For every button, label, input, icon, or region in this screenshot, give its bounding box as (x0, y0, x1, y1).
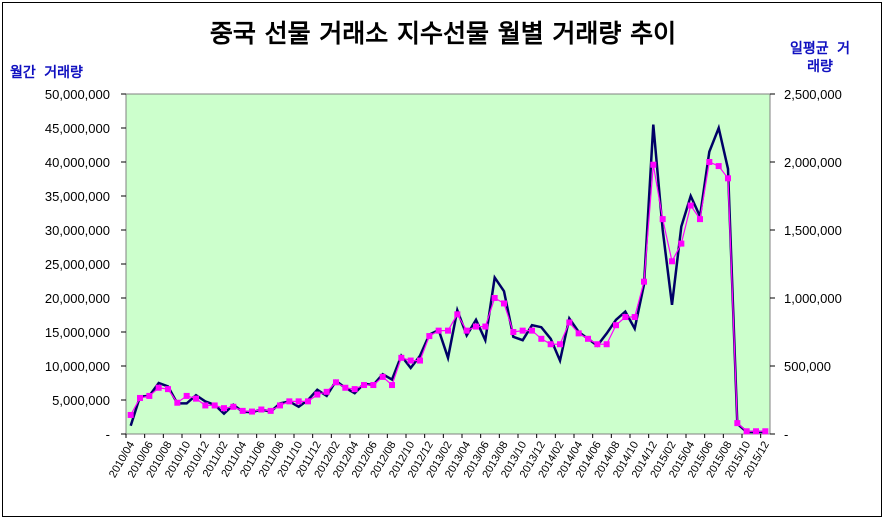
daily-avg-point (473, 323, 479, 330)
y-right-tick-label: 2,500,000 (784, 87, 842, 102)
y-left-tick-label: 5,000,000 (52, 393, 110, 408)
daily-avg-point (603, 341, 610, 348)
daily-avg-point (295, 398, 302, 405)
daily-avg-point (753, 428, 759, 435)
series-line-monthly (129, 123, 766, 434)
daily-avg-point (575, 330, 582, 337)
daily-avg-point (277, 402, 283, 409)
daily-avg-point (426, 333, 433, 340)
y-axis-right-title: 일평균 거래량 (790, 41, 850, 75)
y-left-tick-label: 25,000,000 (45, 257, 110, 272)
daily-avg-point (267, 407, 274, 414)
y-right-tick-label: 500,000 (784, 359, 831, 374)
y-left-tick-label: 20,000,000 (45, 291, 110, 306)
daily-avg-point (323, 388, 330, 395)
daily-avg-point (491, 295, 498, 301)
daily-avg-point (361, 382, 367, 389)
daily-avg-point (706, 159, 713, 165)
daily-avg-point (613, 322, 619, 329)
y-left-tick-label: 10,000,000 (45, 359, 110, 374)
daily-avg-point (585, 335, 591, 342)
y-right-tick-label: 2,000,000 (784, 155, 842, 170)
daily-avg-point (659, 216, 666, 223)
y-right-tick-label: 1,000,000 (784, 291, 842, 306)
daily-avg-point (519, 327, 526, 334)
daily-avg-point (239, 407, 246, 414)
y-left-tick-label: 40,000,000 (45, 155, 110, 170)
y-left-tick-label: 15,000,000 (45, 325, 110, 340)
y-right-tick-label: - (784, 427, 788, 442)
daily-avg-point (529, 327, 535, 334)
y-left-tick-label: - (106, 427, 110, 442)
daily-avg-point (155, 384, 162, 391)
daily-avg-point (174, 399, 181, 406)
daily-avg-point (482, 323, 489, 330)
daily-avg-point (566, 319, 573, 326)
y-axis-left-title: 월간 거래량 (10, 65, 83, 81)
daily-avg-point (286, 398, 293, 405)
daily-avg-point (594, 341, 601, 348)
daily-avg-point (183, 392, 190, 399)
daily-avg-point (743, 428, 750, 435)
daily-avg-point (669, 258, 675, 265)
daily-avg-point (407, 357, 414, 364)
daily-avg-point (258, 406, 265, 413)
daily-avg-point (221, 405, 227, 412)
y-left-tick-label: 45,000,000 (45, 121, 110, 136)
daily-avg-point (510, 329, 517, 335)
daily-avg-point (230, 403, 237, 410)
y-right-tick-label: 1,500,000 (784, 223, 842, 238)
daily-avg-point (650, 161, 657, 168)
y-left-tick-label: 50,000,000 (45, 87, 110, 102)
daily-avg-point (127, 411, 134, 418)
daily-avg-point (342, 384, 349, 391)
daily-avg-point (631, 314, 638, 321)
daily-avg-point (678, 240, 685, 247)
daily-avg-point (305, 398, 311, 405)
daily-avg-point (389, 382, 395, 389)
daily-avg-point (725, 175, 731, 182)
daily-avg-point (314, 391, 321, 398)
daily-avg-point (557, 341, 563, 348)
daily-avg-point (146, 392, 153, 399)
daily-avg-point (697, 216, 703, 223)
y-left-tick-label: 30,000,000 (45, 223, 110, 238)
daily-avg-point (379, 373, 386, 380)
chart-title: 중국 선물 거래소 지수선물 월별 거래량 추이 (209, 19, 677, 48)
daily-avg-point (538, 335, 545, 342)
daily-avg-point (193, 395, 199, 402)
daily-avg-point (351, 386, 358, 393)
y-left-tick-label: 35,000,000 (45, 189, 110, 204)
daily-avg-point (137, 394, 143, 401)
daily-avg-point (417, 357, 423, 364)
daily-avg-point (687, 202, 694, 209)
daily-avg-point (435, 327, 442, 334)
daily-avg-point (547, 341, 554, 348)
daily-avg-point (398, 354, 405, 361)
daily-avg-point (622, 314, 629, 321)
daily-avg-point (501, 300, 507, 307)
daily-avg-point (734, 420, 741, 427)
daily-avg-point (211, 402, 218, 409)
daily-avg-point (463, 327, 470, 334)
daily-avg-point (641, 278, 647, 285)
daily-avg-point (165, 386, 171, 393)
daily-avg-point (715, 163, 722, 170)
daily-avg-point (762, 428, 769, 435)
daily-avg-point (333, 379, 339, 386)
daily-avg-point (202, 402, 209, 409)
daily-avg-point (445, 327, 451, 334)
daily-avg-point (370, 382, 377, 389)
daily-avg-point (249, 408, 255, 415)
daily-avg-point (454, 311, 461, 318)
